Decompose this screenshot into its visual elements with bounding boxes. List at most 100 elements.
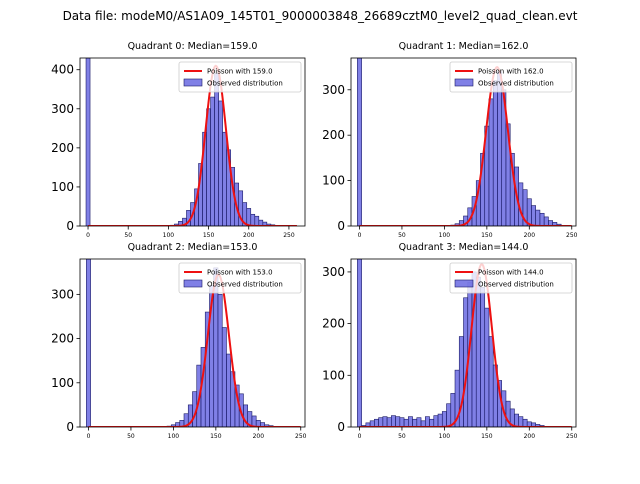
histogram-bars (357, 259, 545, 427)
histogram-bar (206, 108, 211, 226)
x-tick-label: 0 (87, 433, 91, 440)
histogram-bar (484, 307, 490, 427)
legend-observed-swatch (454, 78, 474, 87)
x-tick-label: 0 (358, 433, 362, 440)
panel-title: Quadrant 0: Median=159.0 (128, 41, 258, 52)
x-tick-label: 200 (524, 433, 536, 440)
legend-observed-swatch (183, 279, 203, 288)
legend-poisson-label: Poisson with 144.0 (478, 269, 544, 277)
y-tick-label: 100 (51, 180, 74, 194)
x-tick-label: 100 (439, 232, 451, 239)
y-tick-label: 0 (66, 420, 74, 434)
legend-poisson-label: Poisson with 159.0 (207, 68, 273, 76)
histogram-bar (403, 418, 409, 427)
histogram-bar (497, 71, 503, 226)
poisson-curve (359, 262, 572, 427)
histogram-bar (446, 403, 452, 427)
y-tick-label: 0 (66, 219, 74, 233)
histogram-bar (222, 131, 227, 226)
x-tick-label: 50 (398, 232, 406, 239)
y-tick-label: 200 (322, 317, 345, 331)
histogram-bar (391, 415, 396, 427)
legend-box (449, 61, 573, 93)
y-tick-label: 300 (322, 83, 345, 97)
x-tick-label: 0 (358, 232, 362, 239)
legend-observed-label: Observed distribution (478, 281, 554, 289)
y-tick-label: 200 (51, 332, 74, 346)
histogram-bars (85, 58, 276, 226)
histogram-bar (395, 416, 401, 427)
legend-poisson-label: Poisson with 162.0 (478, 68, 544, 76)
histogram-bar (518, 416, 524, 427)
x-tick-label: 100 (439, 433, 451, 440)
x-tick-label: 250 (566, 232, 578, 239)
histogram-bar (210, 96, 215, 226)
panel-title: Quadrant 3: Median=144.0 (399, 242, 529, 253)
y-tick-label: 200 (51, 141, 74, 155)
y-tick-label: 0 (337, 420, 345, 434)
x-tick-label: 250 (295, 433, 307, 440)
histogram-bar (412, 418, 418, 427)
legend: Poisson with 159.0 Observed distribution (178, 61, 302, 93)
x-tick-label: 50 (127, 433, 135, 440)
x-tick-label: 200 (524, 232, 536, 239)
histogram-bar (217, 294, 223, 427)
histogram-bar (250, 213, 256, 226)
histogram-bar (416, 417, 422, 427)
x-tick-label: 200 (243, 232, 255, 239)
y-tick-label: 200 (322, 128, 345, 142)
histogram-bar (246, 208, 252, 226)
histogram-bar (218, 100, 223, 226)
x-tick-label: 0 (86, 232, 90, 239)
histogram-bar (226, 353, 232, 427)
histogram-bar (526, 198, 532, 226)
axes-frame (350, 258, 577, 428)
y-tick-label: 100 (51, 376, 74, 390)
histogram-bar (514, 413, 519, 427)
histogram-bar (408, 416, 413, 427)
histogram-bar (429, 418, 435, 427)
histogram-bar (357, 259, 362, 427)
histogram-bar (522, 418, 528, 427)
histogram-bar (382, 416, 388, 427)
histogram-bar (539, 212, 545, 226)
histogram-bar (543, 216, 549, 226)
histogram-bar (437, 413, 443, 427)
histogram-bar (475, 276, 481, 427)
histogram-bar (492, 80, 498, 226)
x-tick-label: 100 (168, 433, 180, 440)
histogram-bar (441, 411, 447, 427)
histogram-bar (488, 336, 494, 427)
histogram-bar (254, 215, 260, 226)
legend-observed-label: Observed distribution (478, 80, 554, 88)
histogram-bar (386, 417, 392, 427)
legend: Poisson with 162.0 Observed distribution (449, 61, 573, 93)
y-tick-label: 100 (322, 174, 345, 188)
x-tick-label: 250 (283, 232, 295, 239)
y-tick-label: 100 (322, 368, 345, 382)
axes-frame (79, 57, 306, 227)
legend-poisson-label: Poisson with 153.0 (207, 269, 273, 277)
histogram-bar (488, 98, 494, 226)
axes-frame (350, 57, 577, 227)
y-tick-label: 300 (51, 287, 74, 301)
x-tick-label: 250 (566, 433, 578, 440)
histogram-bar (357, 58, 362, 226)
histogram-bar (85, 58, 91, 226)
x-tick-label: 150 (203, 232, 215, 239)
legend: Poisson with 144.0 Observed distribution (449, 262, 573, 294)
x-tick-label: 150 (210, 433, 222, 440)
histogram-bar (374, 418, 379, 427)
y-tick-label: 300 (51, 102, 74, 116)
histogram-bar (424, 416, 430, 427)
histogram-bar (433, 415, 439, 427)
x-tick-label: 150 (481, 232, 493, 239)
histogram-bar (378, 417, 384, 427)
legend-observed-swatch (454, 279, 474, 288)
panel-quadrant-1: 0 50 100 150 200 250 0 100 200 300 Quadrant 1: Med… (322, 41, 578, 239)
legend-observed-label: Observed distribution (207, 281, 283, 289)
histogram-bar (221, 327, 227, 427)
legend-box (449, 262, 573, 294)
x-tick-label: 200 (253, 433, 265, 440)
